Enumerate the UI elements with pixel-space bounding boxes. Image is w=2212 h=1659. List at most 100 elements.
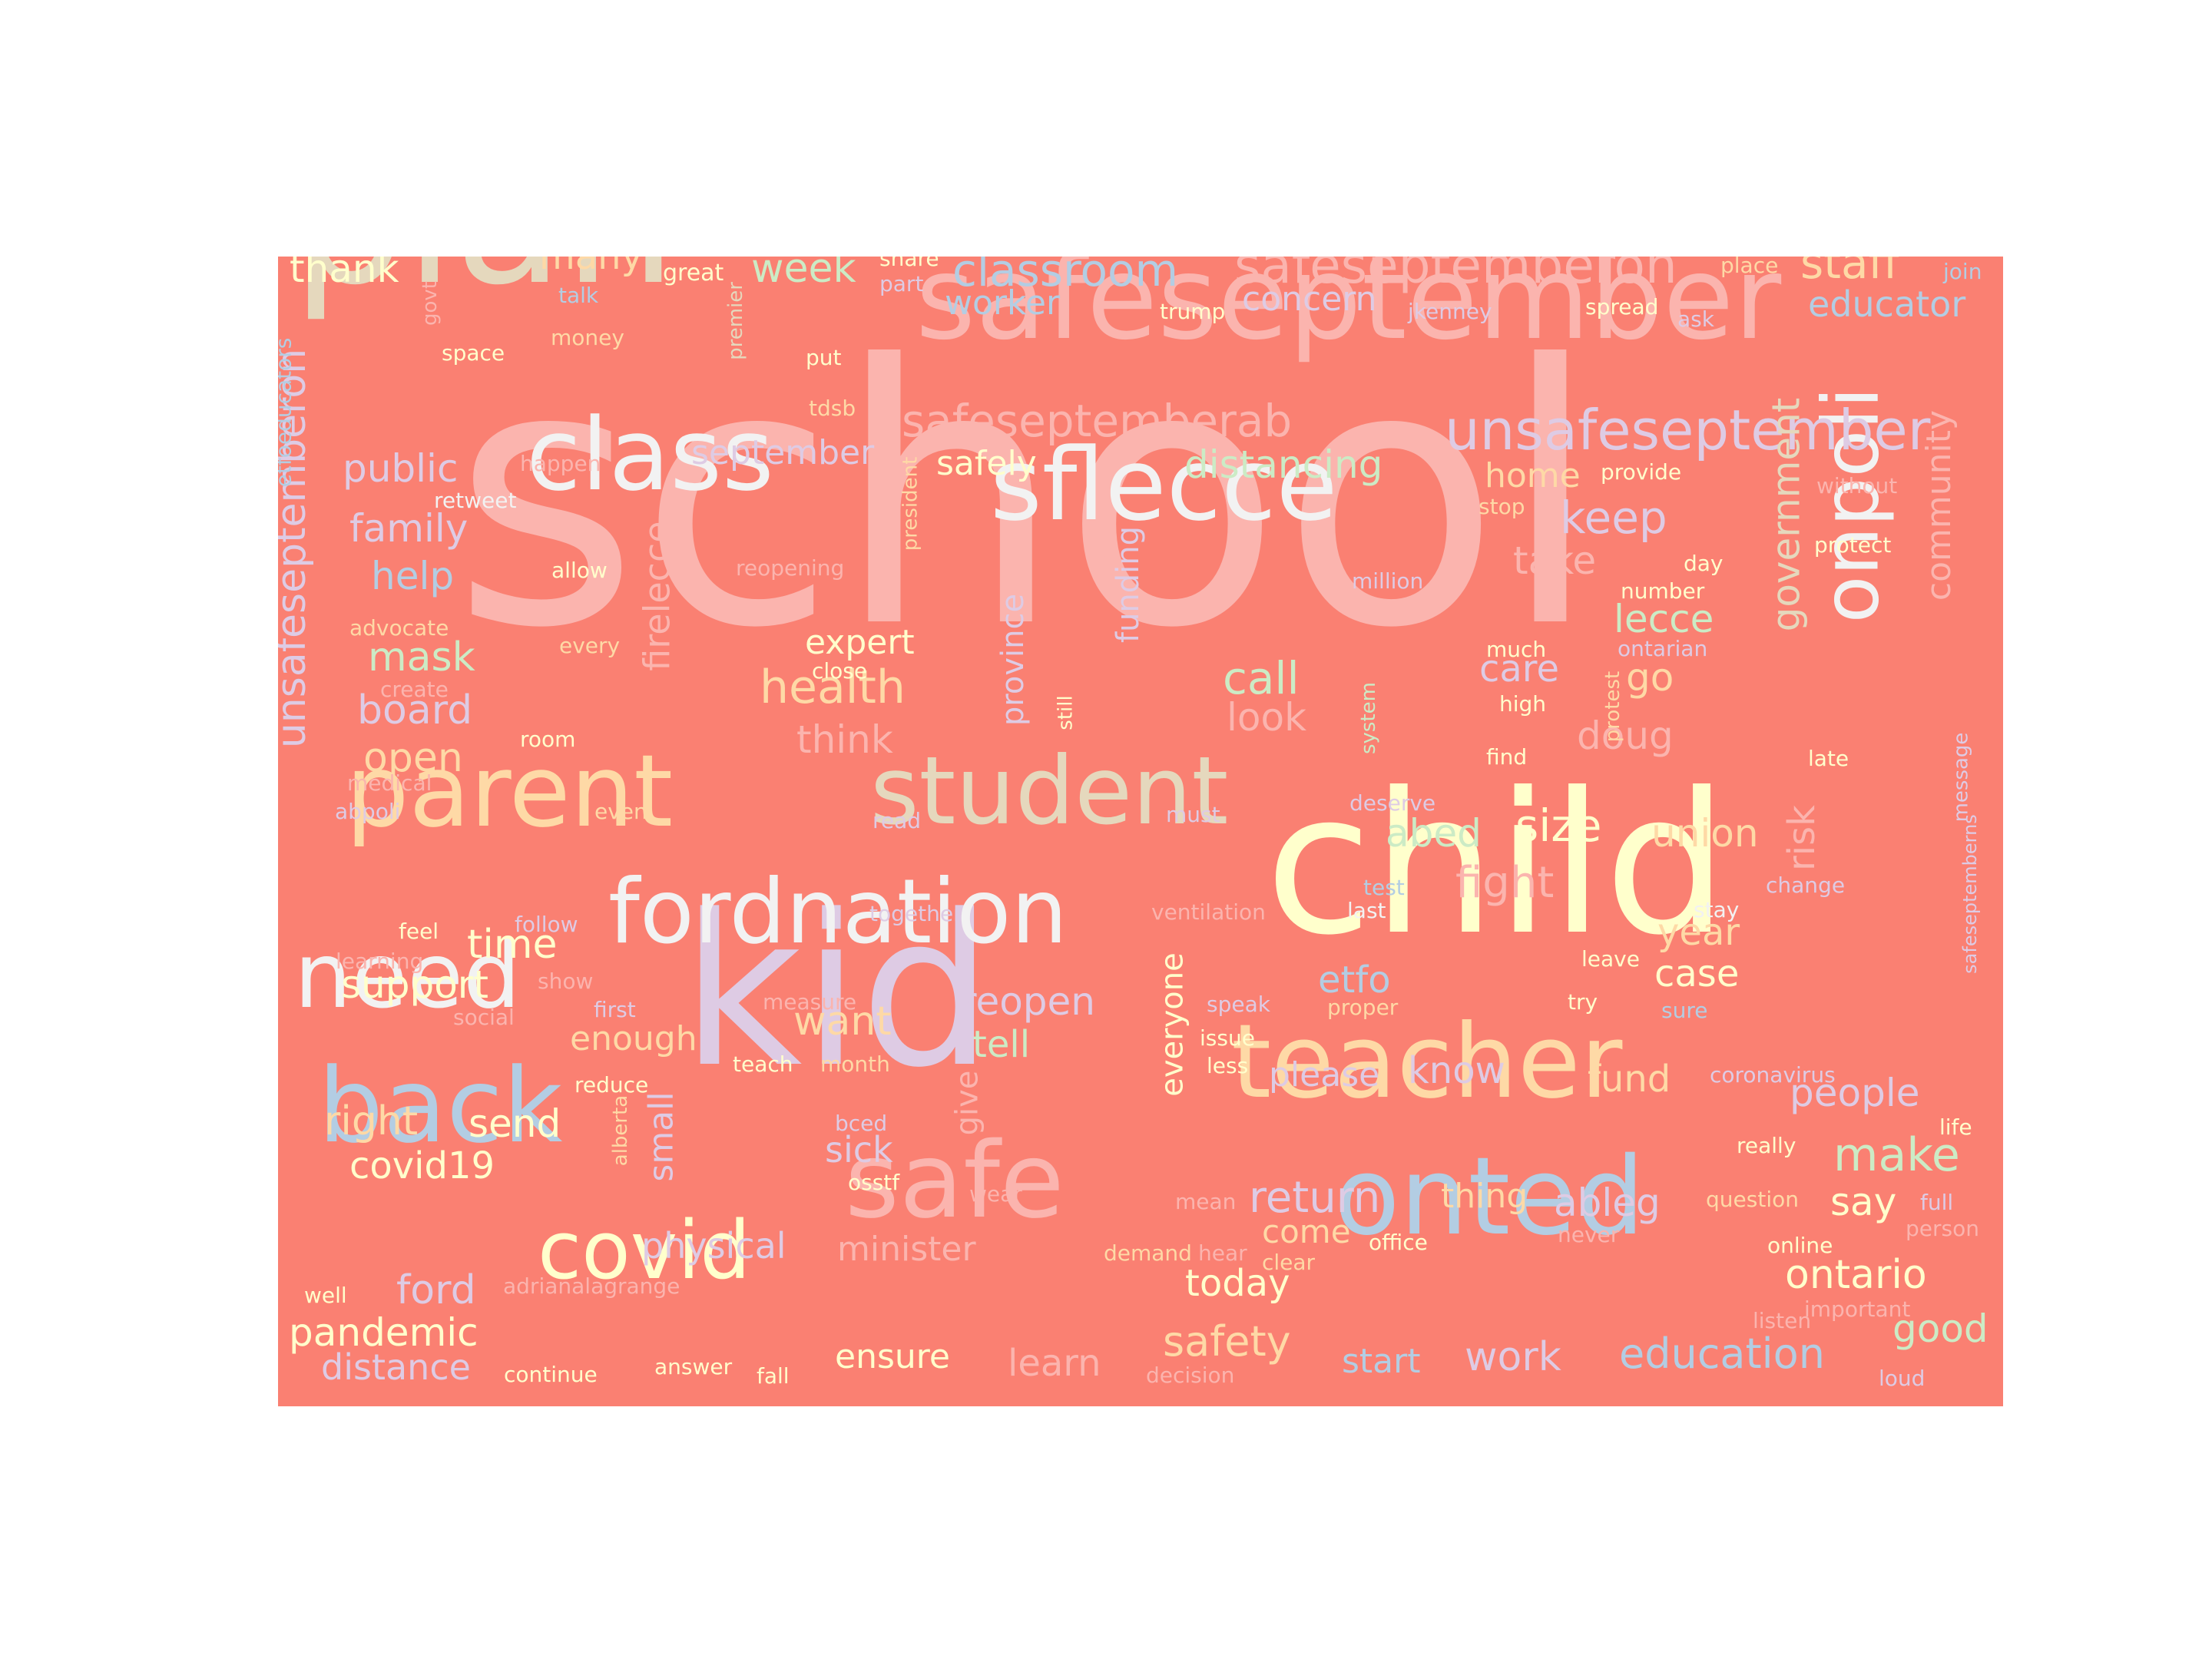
word-unsafeseptember: unsafeseptember (1445, 398, 1931, 462)
word-part: part (879, 271, 924, 296)
word-spread: spread (1585, 294, 1659, 320)
word-join: join (1943, 259, 1982, 284)
word-community: community (1919, 409, 1959, 601)
word-onted: onted (1334, 1134, 1645, 1260)
word-home: home (1485, 456, 1581, 495)
word-must: must (1166, 802, 1220, 827)
word-together: together (869, 901, 962, 926)
word-adrianalagrange: adrianalagrange (503, 1273, 680, 1299)
word-send: send (469, 1101, 561, 1146)
word-system: system (1357, 682, 1380, 754)
word-fordnation: fordnation (608, 860, 1068, 964)
word-enough: enough (570, 1019, 697, 1058)
word-safeseptemberab: safeseptemberab (902, 395, 1293, 447)
word-office: office (1369, 1230, 1428, 1255)
word-demand: demand (1104, 1240, 1192, 1266)
word-stay: stay (1694, 897, 1740, 922)
word-funding: funding (1111, 525, 1147, 644)
word-call: call (1223, 652, 1300, 704)
word-expert: expert (805, 623, 915, 662)
word-tell: tell (972, 1023, 1031, 1066)
word-allow: allow (551, 558, 608, 583)
word-care: care (1479, 647, 1560, 690)
word-retweet: retweet (434, 488, 517, 513)
word-alberta: alberta (609, 1094, 633, 1167)
word-child: child (1265, 750, 1729, 978)
word-speak: speak (1207, 992, 1270, 1017)
word-best: best (1090, 529, 1114, 574)
word-sflecce: sflecce (990, 426, 1338, 543)
word-follow: follow (515, 912, 578, 937)
word-september: september (691, 433, 875, 472)
word-year: year (1657, 911, 1740, 954)
word-issue: issue (1200, 1025, 1255, 1051)
word-important: important (1804, 1296, 1911, 1322)
word-still: still (1054, 695, 1078, 730)
word-take: take (1513, 538, 1597, 583)
word-mask: mask (368, 634, 475, 680)
word-last: last (1347, 898, 1386, 923)
word-protest: protest (1601, 671, 1625, 743)
word-back: back (318, 1046, 563, 1166)
word-first: first (594, 997, 636, 1022)
word-measure: measure (763, 989, 857, 1015)
word-return: return (1249, 1173, 1381, 1223)
word-loud: loud (1879, 1366, 1926, 1391)
word-room: room (520, 727, 576, 752)
word-know: know (1408, 1049, 1505, 1092)
word-physical: physical (641, 1225, 786, 1267)
word-make: make (1833, 1128, 1960, 1182)
word-safeseptemberns: safeseptemberns (1959, 814, 1981, 974)
word-decision: decision (1146, 1363, 1235, 1388)
word-jkenney: jkenney (1408, 299, 1492, 324)
word-clear: clear (1262, 1250, 1316, 1275)
word-school: school (452, 289, 1601, 706)
word-president: president (898, 456, 922, 551)
word-doug: doug (1577, 714, 1674, 758)
word-well: well (304, 1283, 347, 1308)
word-ontario: ontario (1785, 1252, 1927, 1298)
word-staff: staff (1800, 257, 1899, 289)
word-learn: learn (1008, 1342, 1101, 1385)
word-covid19: covid19 (349, 1144, 495, 1187)
word-safeseptemberon: safeseptemberon (1234, 257, 1677, 295)
word-classroom: classroom (952, 257, 1179, 296)
word-premier: premier (724, 282, 747, 360)
word-etfoeducators: etfoeducators (278, 337, 296, 488)
word-place: place (1720, 257, 1779, 278)
word-etfo: etfo (1318, 959, 1391, 1002)
word-education: education (1619, 1330, 1825, 1378)
word-educator: educator (1808, 283, 1966, 325)
word-look: look (1227, 695, 1307, 740)
word-question: question (1706, 1187, 1799, 1212)
word-want: want (793, 998, 892, 1045)
word-share: share (879, 257, 939, 271)
word-ford: ford (396, 1267, 476, 1313)
word-try: try (1568, 989, 1598, 1015)
word-happen: happen (520, 451, 601, 476)
word-find: find (1486, 744, 1528, 770)
word-province: province (995, 593, 1031, 727)
word-million: million (1352, 568, 1424, 594)
word-wear: wear (969, 1181, 1022, 1207)
word-safeseptember: safeseptember (916, 257, 1782, 366)
word-never: never (1558, 1222, 1620, 1247)
word-need: need (294, 922, 521, 1028)
word-sure: sure (1661, 998, 1708, 1023)
word-space: space (442, 340, 505, 366)
word-people: people (1790, 1071, 1920, 1115)
word-class: class (526, 396, 774, 513)
word-health: health (760, 661, 906, 714)
word-safety: safety (1163, 1317, 1291, 1366)
word-good: good (1892, 1306, 1988, 1351)
word-govt: govt (419, 281, 442, 326)
word-public: public (343, 446, 459, 491)
word-reduce: reduce (575, 1072, 649, 1098)
word-small: small (641, 1091, 681, 1182)
word-month: month (820, 1051, 890, 1077)
word-thank: thank (290, 257, 399, 291)
word-lecce: lecce (1614, 597, 1714, 641)
word-safely: safely (936, 444, 1037, 483)
word-without: without (1816, 473, 1898, 498)
word-student: student (870, 737, 1229, 846)
